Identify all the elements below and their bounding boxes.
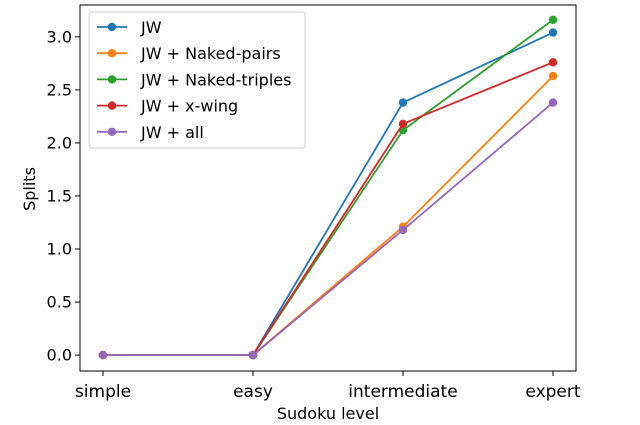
data-point — [548, 71, 558, 81]
series-line-4 — [103, 101, 554, 357]
x-tick-label: easy — [233, 382, 273, 402]
legend-label: JW + all — [140, 123, 204, 142]
plot-area — [98, 15, 558, 360]
legend-swatch-marker — [107, 127, 117, 136]
x-axis: simple easy intermediate expert — [75, 371, 581, 402]
legend-label: JW — [140, 18, 162, 37]
data-point — [398, 225, 408, 235]
data-point — [548, 98, 558, 107]
y-tick-label: 1.5 — [47, 186, 72, 205]
legend-swatch-marker — [107, 22, 117, 32]
y-axis-title: Splits — [20, 167, 39, 211]
data-point — [98, 350, 108, 360]
y-tick-label: 1.0 — [47, 240, 72, 259]
y-tick-label: 2.0 — [47, 133, 72, 152]
legend-label: JW + Naked-triples — [140, 70, 291, 89]
y-axis: 0.0 0.5 1.0 1.5 2.0 2.5 3.0 — [47, 27, 80, 365]
data-point — [248, 350, 258, 360]
legend-box — [88, 11, 306, 149]
x-tick-label: expert — [525, 382, 580, 402]
y-tick-label: 0.0 — [47, 346, 72, 365]
y-tick-label: 2.5 — [47, 80, 72, 99]
legend: JW JW + Naked-pairs JW + Naked-triples JW +… — [88, 11, 306, 149]
data-point — [398, 119, 408, 129]
data-point — [398, 98, 408, 107]
y-tick-label: 3.0 — [47, 27, 72, 46]
data-point — [548, 58, 558, 67]
y-tick-label: 0.5 — [47, 293, 72, 312]
legend-swatch-marker — [107, 49, 117, 58]
legend-swatch-marker — [107, 75, 117, 84]
data-point — [548, 28, 558, 37]
x-tick-label: intermediate — [348, 382, 457, 402]
x-tick-label: simple — [75, 382, 131, 402]
x-axis-title: Sudoku level — [277, 404, 379, 423]
legend-swatch-marker — [107, 101, 117, 110]
axes-frame — [79, 4, 577, 372]
legend-label: JW + Naked-pairs — [140, 44, 281, 63]
data-point — [548, 15, 558, 25]
legend-label: JW + x-wing — [140, 97, 238, 116]
